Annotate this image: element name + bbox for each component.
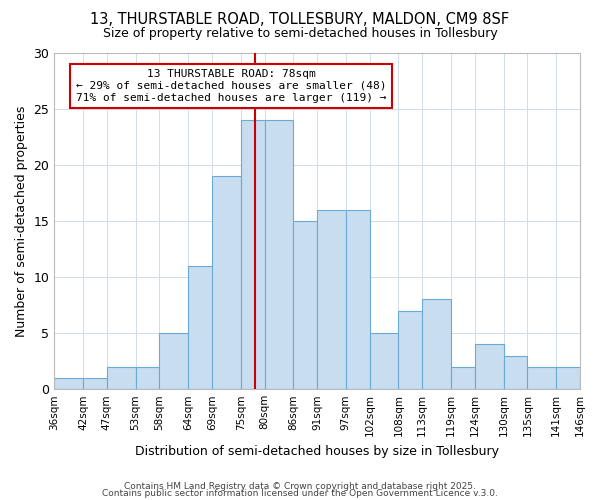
Bar (527, 366, 556, 389)
Bar (580, 378, 600, 389)
Y-axis label: Number of semi-detached properties: Number of semi-detached properties (15, 105, 28, 336)
Bar (503, 356, 527, 389)
Bar (212, 176, 241, 389)
Bar (475, 344, 503, 389)
Bar (265, 120, 293, 389)
Bar (107, 366, 136, 389)
Text: Contains public sector information licensed under the Open Government Licence v.: Contains public sector information licen… (102, 490, 498, 498)
Text: Contains HM Land Registry data © Crown copyright and database right 2025.: Contains HM Land Registry data © Crown c… (124, 482, 476, 491)
Bar (346, 210, 370, 389)
Bar (241, 120, 265, 389)
Bar (370, 333, 398, 389)
Bar (160, 333, 188, 389)
Bar (398, 310, 422, 389)
Bar (451, 366, 475, 389)
Text: Size of property relative to semi-detached houses in Tollesbury: Size of property relative to semi-detach… (103, 28, 497, 40)
Bar (556, 366, 580, 389)
Bar (83, 378, 107, 389)
X-axis label: Distribution of semi-detached houses by size in Tollesbury: Distribution of semi-detached houses by … (135, 444, 499, 458)
Bar (54, 378, 83, 389)
Bar (293, 221, 317, 389)
Bar (422, 300, 451, 389)
Text: 13, THURSTABLE ROAD, TOLLESBURY, MALDON, CM9 8SF: 13, THURSTABLE ROAD, TOLLESBURY, MALDON,… (91, 12, 509, 28)
Bar (136, 366, 160, 389)
Bar (317, 210, 346, 389)
Text: 13 THURSTABLE ROAD: 78sqm
← 29% of semi-detached houses are smaller (48)
71% of : 13 THURSTABLE ROAD: 78sqm ← 29% of semi-… (76, 70, 386, 102)
Bar (188, 266, 212, 389)
